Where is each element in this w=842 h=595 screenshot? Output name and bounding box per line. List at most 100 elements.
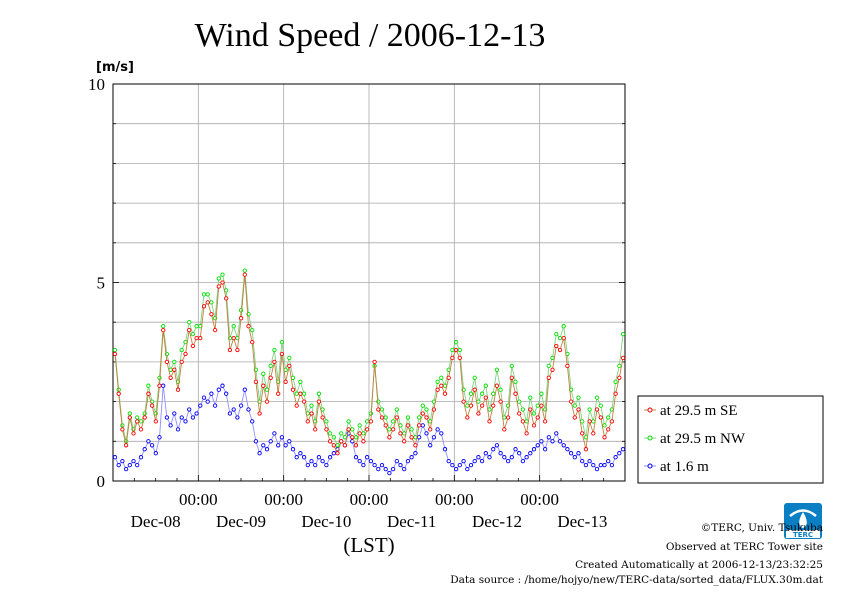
data-point [424, 407, 429, 412]
data-point [476, 399, 481, 404]
data-point [368, 458, 374, 464]
x-axis-date-labels: Dec-08 Dec-09 Dec-10 Dec-11 Dec-12 Dec-13 [131, 512, 608, 531]
data-point [580, 419, 585, 424]
data-point [201, 292, 207, 297]
x-time-label: 00:00 [520, 490, 559, 509]
data-point [127, 415, 132, 420]
data-point [465, 415, 470, 420]
data-point [335, 443, 340, 448]
data-point [327, 455, 333, 460]
data-point [453, 466, 459, 472]
data-point [272, 347, 277, 353]
data-point [520, 407, 526, 412]
data-point [187, 320, 192, 325]
data-point [446, 458, 451, 464]
data-point [183, 351, 188, 357]
data-point [309, 403, 314, 408]
data-point [361, 431, 366, 436]
data-point [135, 415, 140, 420]
data-point [168, 375, 173, 380]
series-1 [112, 268, 626, 448]
data-point [602, 423, 607, 428]
data-point [179, 415, 184, 420]
data-point [617, 451, 622, 456]
data-point [253, 379, 259, 384]
grid-lines [112, 83, 626, 482]
data-point [287, 355, 292, 361]
data-point [161, 324, 166, 329]
data-point [179, 347, 184, 353]
data-point [164, 359, 170, 365]
data-point [138, 427, 144, 432]
data-point [394, 415, 399, 420]
data-point [580, 431, 585, 436]
data-point [479, 458, 485, 464]
data-point [146, 383, 151, 388]
data-point [424, 431, 429, 436]
data-point [509, 455, 514, 460]
data-point [587, 458, 592, 464]
data-point [465, 466, 470, 472]
data-point [242, 272, 247, 277]
data-point [524, 419, 529, 424]
data-point [220, 280, 225, 285]
data-point [494, 383, 500, 388]
data-point [539, 439, 544, 444]
data-point [216, 276, 221, 281]
data-point [446, 375, 451, 380]
data-point [491, 447, 496, 452]
legend-box [637, 395, 824, 484]
data-point [235, 415, 240, 420]
data-point [372, 359, 377, 365]
data-point [331, 435, 336, 440]
data-point [172, 411, 177, 416]
data-point [402, 439, 407, 444]
data-point [468, 462, 474, 468]
data-point [205, 300, 210, 305]
data-point [194, 411, 199, 416]
data-point [568, 399, 574, 404]
data-point [212, 327, 218, 333]
data-point [138, 419, 144, 424]
data-point [242, 387, 247, 392]
data-point [513, 391, 518, 396]
data-point [250, 327, 255, 333]
data-point [353, 443, 359, 448]
data-point [498, 451, 503, 456]
data-point [316, 455, 322, 460]
data-point [494, 443, 500, 448]
data-point [350, 435, 355, 440]
data-point [224, 391, 229, 396]
data-point [517, 451, 522, 456]
series-2 [112, 383, 626, 476]
data-point [424, 415, 429, 420]
data-point [198, 335, 203, 341]
x-axis-time-labels: 00:00 00:00 00:00 00:00 00:00 [179, 490, 559, 509]
data-point [261, 443, 266, 448]
x-date-label: Dec-09 [216, 512, 266, 531]
data-point [505, 458, 511, 464]
data-point [268, 375, 273, 380]
data-point [112, 455, 118, 460]
data-point [561, 324, 566, 329]
data-point [235, 347, 240, 353]
data-point [324, 427, 329, 432]
data-point [476, 411, 481, 416]
data-point [435, 427, 440, 432]
data-point [209, 391, 214, 396]
data-point [416, 415, 422, 420]
chart-title: Wind Speed / 2006-12-13 [195, 17, 546, 54]
data-point [491, 391, 496, 396]
data-point [402, 466, 407, 472]
data-point [594, 407, 600, 412]
data-point [313, 427, 318, 432]
data-point [261, 371, 266, 376]
data-point [131, 431, 136, 436]
data-point [465, 403, 470, 408]
data-point [253, 439, 259, 444]
data-point [439, 431, 444, 436]
data-point [383, 466, 388, 472]
data-point [513, 447, 518, 452]
data-point [517, 399, 522, 404]
data-point [127, 411, 132, 416]
